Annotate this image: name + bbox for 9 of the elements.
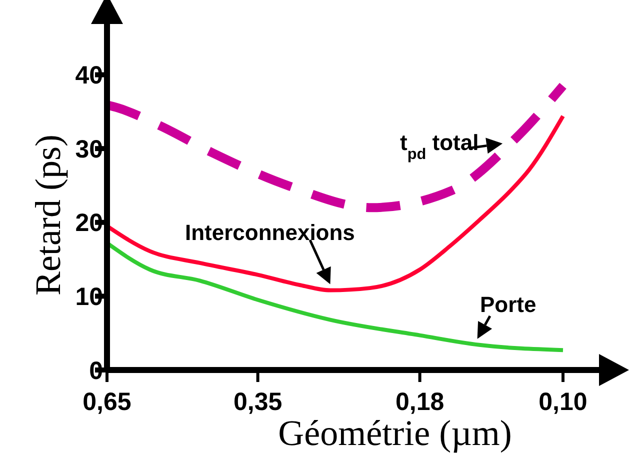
x-tick-label: 0,35 [233, 388, 282, 416]
series-label: Interconnexions [185, 220, 355, 245]
series-label: t$_{pd}$ total [400, 130, 479, 162]
x-tick-label: 0,10 [538, 388, 588, 416]
y-axis-title: Retard (ps) [28, 134, 68, 296]
x-tick-label: 0,18 [395, 388, 444, 416]
x-axis-title: Géométrie (µm) [278, 413, 512, 453]
series-label: Porte [480, 292, 536, 317]
x-tick-label: 0,65 [82, 388, 132, 416]
